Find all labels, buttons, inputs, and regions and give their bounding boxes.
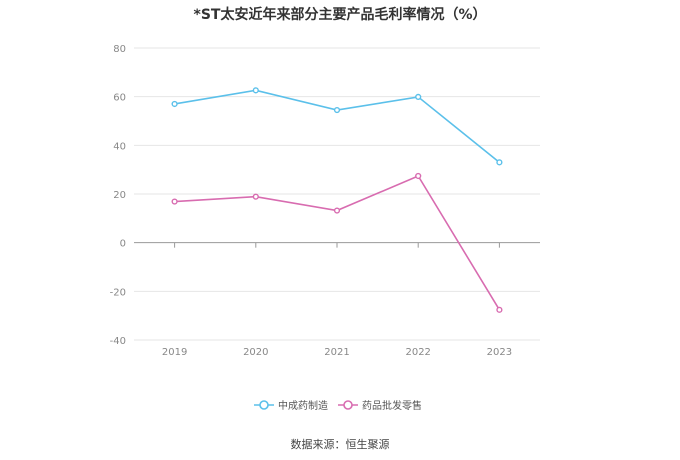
y-tick-label: -20 — [110, 287, 126, 298]
data-point — [252, 87, 259, 94]
data-point — [496, 159, 503, 166]
x-tick-label: 2021 — [324, 347, 349, 358]
legend: 中成药制造 药品批发零售 — [254, 399, 422, 412]
x-tick-label: 2023 — [487, 347, 512, 358]
x-tick-label: 2022 — [405, 347, 430, 358]
data-point — [252, 193, 259, 200]
x-tick-label: 2020 — [243, 347, 268, 358]
axes: 80 60 40 20 0 -20 -40 2019 2020 2021 2022 2023 — [110, 44, 540, 358]
legend-marker-icon — [259, 400, 269, 410]
data-point — [333, 106, 341, 114]
legend-item-1: 中成药制造 — [254, 399, 328, 412]
data-point — [333, 207, 341, 214]
data-point — [171, 100, 178, 108]
data-point — [496, 306, 503, 313]
y-tick-label: -40 — [110, 336, 126, 347]
data-point — [171, 198, 178, 205]
data-source-note: 数据来源：恒生聚源 — [290, 438, 390, 451]
y-tick-label: 60 — [113, 93, 126, 104]
series-line-1 — [174, 89, 500, 163]
y-tick-label: 20 — [113, 190, 126, 201]
y-tick-label: 80 — [113, 44, 126, 55]
legend-label: 药品批发零售 — [362, 399, 422, 412]
y-tick-label: 40 — [113, 141, 126, 152]
legend-marker-icon — [343, 400, 353, 410]
series-lines — [171, 87, 503, 313]
legend-label: 中成药制造 — [278, 399, 328, 412]
grid-lines — [134, 47, 540, 341]
legend-item-2: 药品批发零售 — [338, 399, 422, 412]
data-point — [415, 93, 422, 101]
y-tick-label: 0 — [120, 239, 126, 250]
x-tick-label: 2019 — [162, 347, 187, 358]
chart-title: *ST太安近年来部分主要产品毛利率情况（%） — [193, 7, 487, 23]
data-point — [415, 172, 422, 180]
